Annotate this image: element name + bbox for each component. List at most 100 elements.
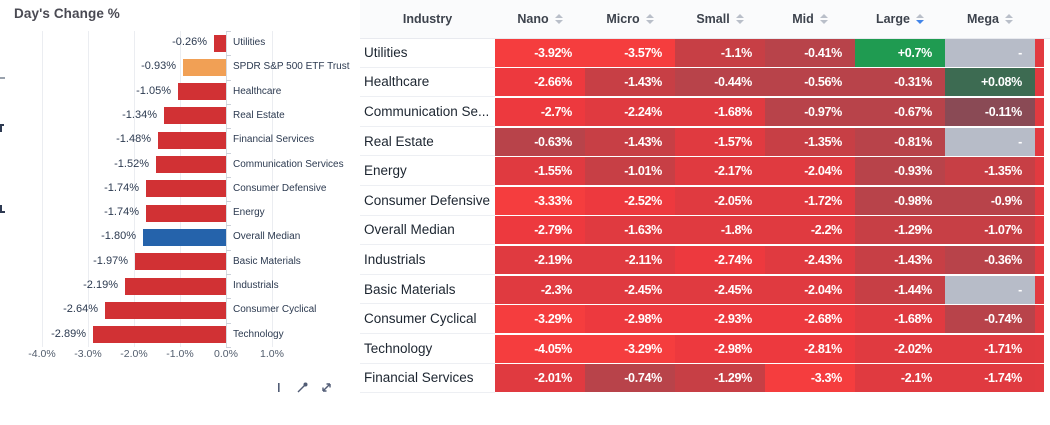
industry-label[interactable]: Real Estate [360, 127, 495, 157]
heat-cell-nano[interactable]: -2.79% [495, 216, 585, 245]
heat-cell-nano[interactable]: -2.3% [495, 275, 585, 304]
heat-cell-large[interactable]: -1.43% [855, 245, 945, 274]
heat-cell-small[interactable]: -1.57% [675, 127, 765, 156]
heat-cell-large[interactable]: -2.1% [855, 364, 945, 393]
heat-cell-nano[interactable]: -2.66% [495, 68, 585, 97]
heat-cell-mid[interactable]: -2.43% [765, 245, 855, 274]
column-header-nano[interactable]: Nano [495, 12, 585, 26]
heat-cell-nano[interactable]: -0.63% [495, 127, 585, 156]
heat-cell-micro[interactable]: -1.63% [585, 216, 675, 245]
heat-cell-large[interactable]: -2.02% [855, 334, 945, 363]
bar-real-estate[interactable] [164, 107, 226, 125]
heat-cell-large[interactable]: -0.93% [855, 157, 945, 186]
heat-cell-mega[interactable]: -1.74% [945, 364, 1035, 393]
heat-cell-mega[interactable]: - [945, 275, 1035, 304]
industry-label[interactable]: Consumer Defensive [360, 186, 495, 216]
bar-basic-materials[interactable] [135, 253, 226, 271]
heat-cell-large[interactable]: -0.67% [855, 97, 945, 126]
heat-cell-mid[interactable]: -0.56% [765, 68, 855, 97]
heat-cell-small[interactable]: -1.29% [675, 364, 765, 393]
heat-cell-nano[interactable]: -3.29% [495, 305, 585, 334]
heat-cell-nano[interactable]: -2.19% [495, 245, 585, 274]
bar-consumer-cyclical[interactable] [105, 301, 226, 319]
bar-financial-services[interactable] [158, 131, 226, 149]
heat-cell-micro[interactable]: -0.74% [585, 364, 675, 393]
heat-cell-mid[interactable]: -0.41% [765, 38, 855, 67]
bar-spdr-s-p-500-etf-trust[interactable] [183, 58, 226, 76]
heat-cell-small[interactable]: -1.68% [675, 97, 765, 126]
heat-cell-mid[interactable]: -2.04% [765, 157, 855, 186]
heat-cell-large[interactable]: -1.44% [855, 275, 945, 304]
heat-cell-mega[interactable]: +0.08% [945, 68, 1035, 97]
heat-cell-mid[interactable]: -3.3% [765, 364, 855, 393]
bar-utilities[interactable] [214, 34, 226, 52]
heat-cell-nano[interactable]: -3.33% [495, 186, 585, 215]
heat-cell-nano[interactable]: -2.01% [495, 364, 585, 393]
heat-cell-nano[interactable]: -3.92% [495, 38, 585, 67]
sort-icon[interactable] [1004, 14, 1013, 24]
heat-cell-small[interactable]: -2.74% [675, 245, 765, 274]
heat-cell-mega[interactable]: - [945, 38, 1035, 67]
heat-cell-large[interactable]: +0.7% [855, 38, 945, 67]
heat-cell-small[interactable]: -2.17% [675, 157, 765, 186]
heat-cell-nano[interactable]: -1.55% [495, 157, 585, 186]
heat-cell-small[interactable]: -2.98% [675, 334, 765, 363]
industry-label[interactable]: Communication Se... [360, 97, 495, 127]
heat-cell-mega[interactable]: -0.36% [945, 245, 1035, 274]
heat-cell-mega[interactable]: -1.71% [945, 334, 1035, 363]
heat-cell-mid[interactable]: -1.72% [765, 186, 855, 215]
sort-icon[interactable] [916, 14, 925, 24]
heat-cell-small[interactable]: -0.44% [675, 68, 765, 97]
heat-cell-large[interactable]: -0.98% [855, 186, 945, 215]
bar-communication-services[interactable] [156, 156, 226, 174]
heat-cell-large[interactable]: -1.29% [855, 216, 945, 245]
bar-industrials[interactable] [125, 277, 226, 295]
bar-technology[interactable] [93, 326, 226, 344]
heat-cell-mid[interactable]: -2.04% [765, 275, 855, 304]
industry-label[interactable]: Utilities [360, 38, 495, 68]
heat-cell-small[interactable]: -2.93% [675, 305, 765, 334]
column-header-mega[interactable]: Mega [945, 12, 1035, 26]
heat-cell-mid[interactable]: -2.68% [765, 305, 855, 334]
expand-icon[interactable] [320, 381, 333, 394]
heat-cell-micro[interactable]: -1.43% [585, 127, 675, 156]
industry-label[interactable]: Healthcare [360, 68, 495, 98]
column-header-small[interactable]: Small [675, 12, 765, 26]
heat-cell-mid[interactable]: -2.2% [765, 216, 855, 245]
heat-cell-small[interactable]: -1.1% [675, 38, 765, 67]
sort-icon[interactable] [735, 14, 744, 24]
heat-cell-large[interactable]: -0.81% [855, 127, 945, 156]
sort-icon[interactable] [819, 14, 828, 24]
heat-cell-micro[interactable]: -2.45% [585, 275, 675, 304]
industry-label[interactable]: Industrials [360, 245, 495, 275]
heat-cell-small[interactable]: -2.45% [675, 275, 765, 304]
zoom-tool-icon[interactable] [296, 381, 309, 394]
heat-cell-mega[interactable]: - [945, 127, 1035, 156]
heat-cell-mid[interactable]: -1.35% [765, 127, 855, 156]
heat-cell-mega[interactable]: -1.07% [945, 216, 1035, 245]
heat-cell-micro[interactable]: -2.11% [585, 245, 675, 274]
heat-cell-micro[interactable]: -3.29% [585, 334, 675, 363]
heat-cell-mega[interactable]: -0.11% [945, 97, 1035, 126]
industry-label[interactable]: Energy [360, 156, 495, 186]
heat-cell-mega[interactable]: -0.9% [945, 186, 1035, 215]
heat-cell-small[interactable]: -1.8% [675, 216, 765, 245]
industry-label[interactable]: Technology [360, 334, 495, 364]
heat-cell-micro[interactable]: -2.24% [585, 97, 675, 126]
heat-cell-nano[interactable]: -4.05% [495, 334, 585, 363]
heat-cell-mega[interactable]: -0.74% [945, 305, 1035, 334]
bar-consumer-defensive[interactable] [146, 180, 226, 198]
sort-icon[interactable] [554, 14, 563, 24]
heat-cell-micro[interactable]: -2.52% [585, 186, 675, 215]
column-header-large[interactable]: Large [855, 12, 945, 26]
heat-cell-mega[interactable]: -1.35% [945, 157, 1035, 186]
bar-healthcare[interactable] [178, 83, 226, 101]
column-header-micro[interactable]: Micro [585, 12, 675, 26]
industry-label[interactable]: Consumer Cyclical [360, 304, 495, 334]
industry-label[interactable]: Overall Median [360, 216, 495, 246]
heat-cell-micro[interactable]: -1.43% [585, 68, 675, 97]
sort-icon[interactable] [645, 14, 654, 24]
heat-cell-micro[interactable]: -2.98% [585, 305, 675, 334]
heat-cell-micro[interactable]: -1.01% [585, 157, 675, 186]
heat-cell-small[interactable]: -2.05% [675, 186, 765, 215]
